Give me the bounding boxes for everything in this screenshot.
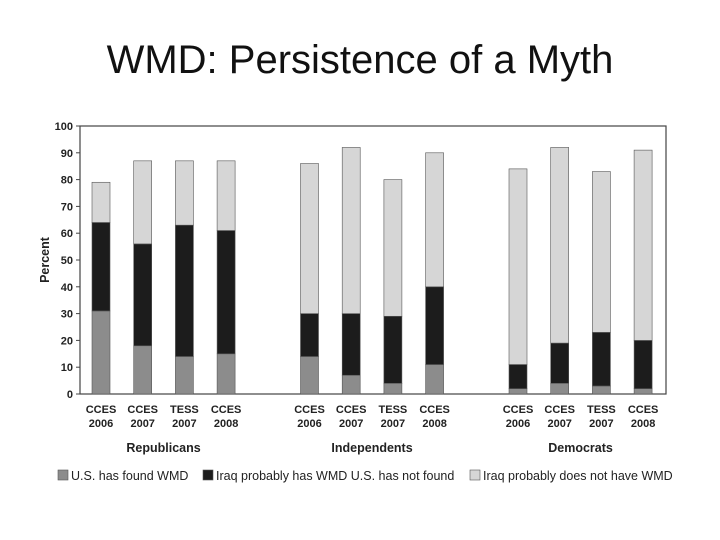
- category-label-line1: TESS: [587, 404, 616, 416]
- legend-label: Iraq probably has WMD U.S. has not found: [216, 469, 454, 483]
- legend-swatch: [469, 469, 481, 481]
- y-tick-label: 40: [61, 282, 73, 294]
- bar-segment: [425, 364, 444, 395]
- category-label-line1: CCES: [336, 404, 367, 416]
- bar-segment: [300, 163, 319, 314]
- bar-segment: [341, 374, 361, 395]
- y-tick-label: 80: [61, 175, 73, 187]
- bar-segment: [175, 356, 194, 395]
- category-label-line2: 2007: [589, 418, 613, 430]
- bar-segment: [91, 310, 111, 395]
- bar-segment: [383, 315, 403, 384]
- bar-segment: [508, 168, 528, 365]
- category-label-line1: CCES: [544, 404, 575, 416]
- legend-swatch: [57, 469, 69, 481]
- category-label-line1: CCES: [628, 404, 659, 416]
- bar-segment: [91, 181, 111, 223]
- category-label-line2: 2007: [172, 418, 196, 430]
- bar-segment: [133, 160, 152, 245]
- bar-segment: [341, 147, 361, 314]
- y-tick-label: 60: [61, 228, 73, 240]
- bar-segment: [425, 286, 444, 365]
- y-tick-label: 30: [61, 309, 73, 321]
- bar-segment: [633, 149, 653, 341]
- bars-layer: [91, 147, 653, 395]
- bar-segment: [91, 222, 111, 312]
- category-label-line2: 2007: [381, 418, 405, 430]
- legend-swatch: [202, 469, 214, 481]
- x-axis-labels: CCES 2006 CCES 2007 TESS 2007 CCES 2008 Republic…: [86, 404, 659, 455]
- category-label-line1: TESS: [379, 404, 408, 416]
- bar-segment: [383, 179, 403, 317]
- bar-segment: [341, 313, 361, 376]
- bar-segment: [175, 224, 194, 357]
- y-tick-label: 20: [61, 335, 73, 347]
- category-label-line1: CCES: [211, 404, 242, 416]
- category-label-line1: CCES: [86, 404, 117, 416]
- category-label-line1: CCES: [127, 404, 158, 416]
- bar-segment: [508, 388, 528, 395]
- bar-segment: [216, 230, 236, 355]
- bar-segment: [633, 388, 653, 395]
- category-label-line1: CCES: [503, 404, 534, 416]
- bar-segment: [216, 160, 236, 231]
- category-label-line2: 2006: [506, 418, 530, 430]
- bar-segment: [133, 345, 152, 395]
- bar-segment: [300, 356, 319, 395]
- bar-segment: [633, 340, 653, 389]
- group-label: Republicans: [126, 441, 200, 455]
- plot-frame: [79, 125, 667, 395]
- slide-title: WMD: Persistence of a Myth: [106, 38, 614, 82]
- bar-segment: [592, 332, 611, 387]
- category-label-line2: 2007: [130, 418, 154, 430]
- bar-segment: [216, 353, 236, 395]
- category-label-line2: 2007: [339, 418, 363, 430]
- category-label-line1: CCES: [419, 404, 450, 416]
- category-label-line1: CCES: [294, 404, 325, 416]
- y-axis-title: Percent: [38, 236, 52, 283]
- y-tick-label: 10: [61, 362, 73, 374]
- bar-segment: [508, 364, 528, 389]
- bar-segment: [550, 382, 570, 395]
- bar-segment: [592, 171, 611, 333]
- y-tick-label: 70: [61, 201, 73, 213]
- y-tick-label: 100: [55, 121, 73, 133]
- bar-segment: [592, 385, 611, 395]
- category-label-line2: 2008: [214, 418, 238, 430]
- bar-segment: [300, 313, 319, 357]
- y-tick-label: 0: [67, 389, 73, 401]
- bar-segment: [133, 243, 152, 347]
- bar-segment: [550, 147, 570, 344]
- category-label-line2: 2008: [422, 418, 446, 430]
- bar-segment: [550, 342, 570, 384]
- y-tick-label: 90: [61, 148, 73, 160]
- y-tick-label: 50: [61, 255, 73, 267]
- category-label-line1: TESS: [170, 404, 199, 416]
- bar-segment: [383, 382, 403, 395]
- category-label-line2: 2007: [547, 418, 571, 430]
- bar-segment: [175, 160, 194, 226]
- category-label-line2: 2006: [297, 418, 321, 430]
- category-label-line2: 2006: [89, 418, 113, 430]
- group-label: Independents: [331, 441, 412, 455]
- legend: U.S. has found WMD Iraq probably has WMD …: [57, 469, 673, 483]
- bar-segment: [425, 152, 444, 288]
- y-axis: 0 10 20 30 40 50 60 70 80 90 100: [55, 121, 80, 401]
- legend-label: U.S. has found WMD: [71, 469, 188, 483]
- legend-label: Iraq probably does not have WMD: [483, 469, 673, 483]
- category-label-line2: 2008: [631, 418, 655, 430]
- group-label: Democrats: [548, 441, 613, 455]
